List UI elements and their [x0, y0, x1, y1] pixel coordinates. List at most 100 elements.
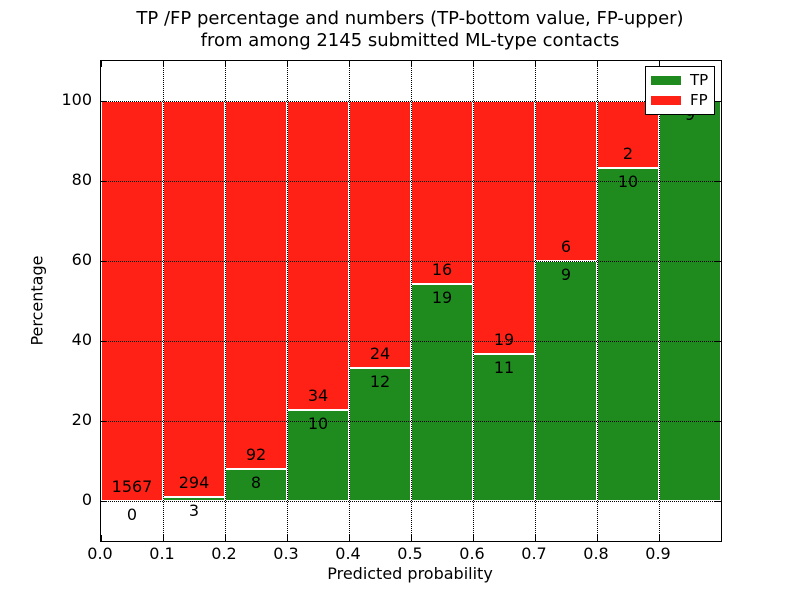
bar-segment-tp	[225, 469, 287, 501]
gridline-vertical	[535, 61, 536, 541]
y-tick-label: 60	[71, 250, 92, 269]
x-tick-mark	[411, 535, 412, 541]
bar-segment-tp	[411, 283, 473, 501]
bar-label-tp: 12	[369, 371, 391, 391]
x-tick-mark	[163, 535, 164, 541]
chart-title: TP /FP percentage and numbers (TP-bottom…	[90, 8, 730, 52]
bar-segment-tp	[659, 101, 721, 501]
x-tick-mark	[225, 535, 226, 541]
gridline-vertical	[225, 61, 226, 541]
bar-label-fp: 6	[560, 237, 572, 256]
x-tick-label: 0.6	[459, 544, 485, 563]
y-tick-mark	[715, 501, 721, 502]
x-tick-mark	[535, 535, 536, 541]
gridline-vertical	[163, 61, 164, 541]
y-tick-mark	[715, 261, 721, 262]
y-tick-mark	[715, 181, 721, 182]
y-tick-mark	[101, 341, 107, 342]
x-tick-mark	[659, 61, 660, 67]
bar-label-tp: 11	[493, 358, 515, 378]
bar-label-tp: 8	[250, 473, 262, 492]
x-tick-mark	[101, 535, 102, 541]
y-tick-label: 0	[81, 490, 92, 509]
gridline-vertical	[349, 61, 350, 541]
bar-segment-fp	[349, 101, 411, 368]
x-tick-label: 0.8	[583, 544, 609, 563]
x-tick-mark	[473, 535, 474, 541]
bar-label-fp: 92	[245, 445, 267, 464]
x-tick-mark	[597, 61, 598, 67]
x-tick-label: 0.4	[335, 544, 361, 563]
y-tick-mark	[101, 261, 107, 262]
x-tick-mark	[287, 535, 288, 541]
chart-title-line2: from among 2145 submitted ML-type contac…	[200, 30, 620, 51]
bar-segment-tp	[473, 354, 535, 501]
legend-row-tp: TP	[651, 73, 709, 88]
x-tick-label: 0.9	[645, 544, 671, 563]
bar-label-tp: 3	[188, 500, 200, 520]
bar-segment-tp	[349, 367, 411, 501]
bar-label-fp: 294	[178, 472, 210, 492]
chart-title-line1: TP /FP percentage and numbers (TP-bottom…	[136, 8, 684, 29]
legend: TP FP	[645, 66, 715, 115]
y-tick-mark	[715, 101, 721, 102]
x-tick-mark	[411, 61, 412, 67]
x-tick-mark	[349, 535, 350, 541]
legend-label-fp: FP	[690, 90, 708, 109]
x-tick-mark	[225, 61, 226, 67]
bar-segment-fp	[225, 101, 287, 469]
y-tick-label: 100	[61, 90, 92, 109]
bar-label-tp: 9	[560, 265, 572, 284]
bar-segment-fp	[287, 101, 349, 411]
y-tick-mark	[715, 341, 721, 342]
x-tick-mark	[287, 61, 288, 67]
bar-segment-tp	[597, 167, 659, 501]
y-tick-mark	[715, 421, 721, 422]
legend-label-tp: TP	[690, 71, 709, 90]
legend-swatch-fp-icon	[651, 95, 681, 105]
x-tick-mark	[101, 61, 102, 67]
x-tick-mark	[597, 535, 598, 541]
x-tick-label: 0.0	[87, 544, 113, 563]
bar-label-tp: 19	[431, 287, 453, 307]
y-tick-mark	[101, 101, 107, 102]
bar-segment-tp	[535, 261, 597, 501]
x-axis-label: Predicted probability	[327, 564, 493, 583]
x-tick-mark	[163, 61, 164, 67]
bar-label-fp: 1567	[111, 477, 153, 496]
x-tick-mark	[349, 61, 350, 67]
x-tick-label: 0.3	[273, 544, 299, 563]
gridline-vertical	[287, 61, 288, 541]
bar-segment-fp	[163, 101, 225, 497]
bar-label-tp: 10	[307, 414, 329, 434]
bar-label-tp: 0	[126, 505, 138, 524]
legend-swatch-tp-icon	[651, 76, 681, 86]
gridline-vertical	[659, 61, 660, 541]
bar-label-tp: 10	[617, 171, 639, 191]
x-tick-mark	[473, 61, 474, 67]
bar-segment-fp	[411, 101, 473, 284]
y-axis-label: Percentage	[27, 255, 47, 346]
bar-segment-fp	[101, 101, 163, 501]
x-tick-label: 0.5	[397, 544, 423, 563]
bar-segment-fp	[473, 101, 535, 355]
x-tick-mark	[659, 535, 660, 541]
bar-label-fp: 16	[431, 259, 453, 279]
bar-label-fp: 34	[307, 386, 329, 406]
x-tick-label: 0.1	[149, 544, 175, 563]
y-tick-label: 80	[71, 170, 92, 189]
y-tick-mark	[101, 421, 107, 422]
legend-row-fp: FP	[651, 90, 709, 109]
y-tick-mark	[101, 501, 107, 502]
gridline-vertical	[597, 61, 598, 541]
plot-area: 1567029439283410241216191911692109	[100, 60, 722, 542]
y-tick-label: 20	[71, 410, 92, 429]
bar-label-fp: 24	[369, 343, 391, 363]
x-tick-label: 0.2	[211, 544, 237, 563]
gridline-vertical	[473, 61, 474, 541]
y-tick-label: 40	[71, 330, 92, 349]
x-tick-mark	[535, 61, 536, 67]
bar-label-fp: 19	[493, 330, 515, 350]
x-tick-label: 0.7	[521, 544, 547, 563]
